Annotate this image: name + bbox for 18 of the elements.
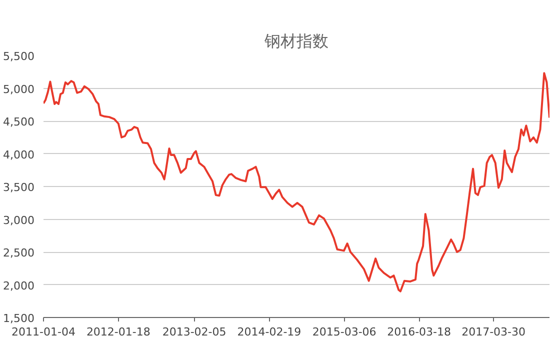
y-tick-label: 3,000	[3, 214, 35, 227]
x-tick-label: 2012-01-18	[86, 326, 150, 338]
x-tick-label: 2014-02-19	[237, 326, 302, 338]
y-tick-label: 2,000	[3, 279, 35, 292]
x-tick-label: 2016-03-18	[387, 326, 452, 338]
y-tick-label: 4,500	[3, 116, 35, 128]
y-tick-label: 5,500	[3, 50, 35, 63]
y-tick-label: 5,000	[3, 82, 35, 96]
y-tick-label: 4,000	[3, 148, 35, 162]
line-series	[44, 72, 550, 292]
x-tick-label: 2015-03-06	[312, 326, 376, 338]
x-tick-label: 2017-03-30	[462, 326, 526, 338]
y-tick-label: 3,500	[3, 181, 35, 194]
y-tick-label: 1,500	[3, 312, 35, 325]
x-tick-label: 2011-01-04	[12, 326, 76, 338]
chart-title: 钢材指数	[264, 32, 328, 50]
x-tick-label: 2013-02-05	[162, 326, 226, 338]
y-tick-label: 2,500	[3, 246, 35, 260]
